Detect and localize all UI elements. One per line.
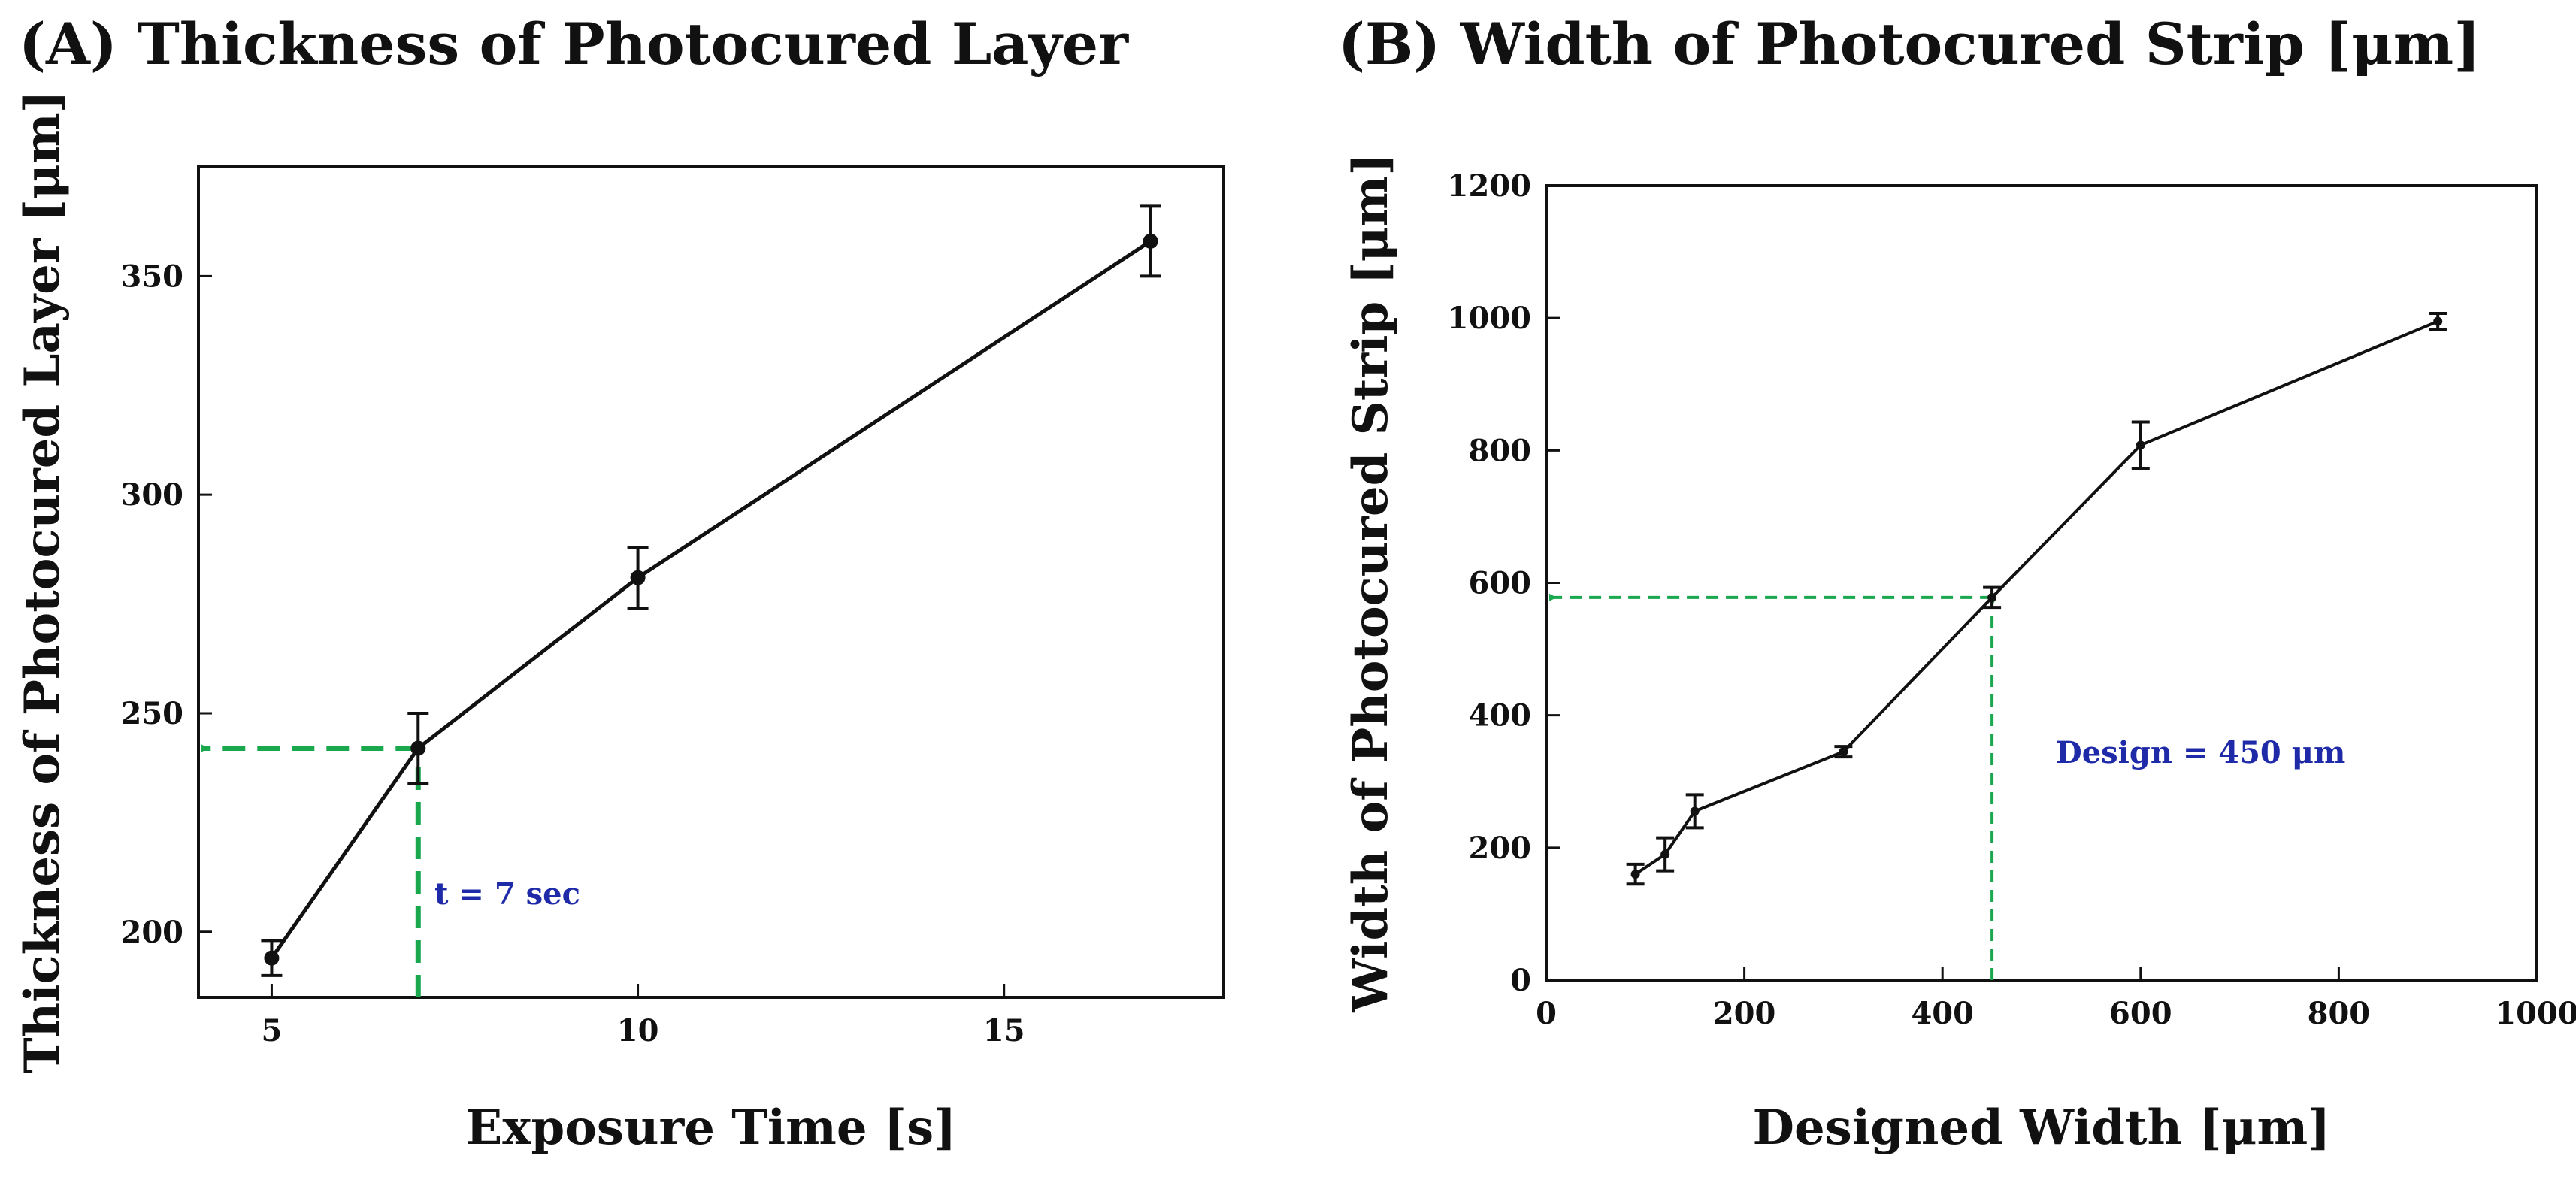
chart-a-data-point bbox=[1143, 233, 1158, 249]
chart-b-data-point bbox=[1660, 849, 1670, 859]
chart-b-data-point bbox=[2433, 316, 2443, 326]
chart-a-plot-frame bbox=[197, 165, 1225, 999]
chart-a-ticks: 5 10 15 200 250 300 350 bbox=[121, 259, 1025, 1048]
chart-a-series bbox=[261, 204, 1161, 977]
chart-b-ytick-label: 1200 bbox=[1448, 168, 1531, 204]
chart-b-ytick-label: 800 bbox=[1469, 433, 1532, 468]
chart-b-ytick-label: 400 bbox=[1469, 698, 1532, 734]
chart-b-xtick-label: 600 bbox=[2109, 996, 2172, 1031]
chart-b-ytick-label: 200 bbox=[1469, 831, 1532, 866]
chart-a-ytick-label: 200 bbox=[121, 915, 184, 950]
chart-a-xtick-label: 10 bbox=[617, 1013, 659, 1048]
chart-b-xlabel: Designed Width [μm] bbox=[1753, 1100, 2331, 1156]
chart-a-data-point bbox=[630, 570, 646, 585]
chart-b-title: (B) Width of Photocured Strip [μm] bbox=[1338, 11, 2481, 77]
chart-a-ylabel: Thickness of Photocured Layer [μm] bbox=[14, 90, 71, 1073]
chart-a-series-line bbox=[270, 239, 1152, 960]
chart-a-data-point bbox=[410, 740, 426, 756]
chart-b-xtick-label: 400 bbox=[1911, 996, 1974, 1031]
chart-a-annotation: t = 7 sec bbox=[434, 876, 580, 912]
chart-b-data-point bbox=[1987, 592, 1997, 602]
chart-b-data-point bbox=[2136, 440, 2145, 450]
chart-a-xtick-label: 15 bbox=[983, 1013, 1025, 1048]
chart-b-series bbox=[1626, 312, 2447, 886]
chart-a-guide bbox=[201, 744, 422, 997]
chart-b-ytick-label: 600 bbox=[1469, 566, 1532, 601]
chart-b-xtick-label: 0 bbox=[1536, 996, 1557, 1031]
chart-b-data-point bbox=[1630, 870, 1640, 879]
chart-b-guide bbox=[1549, 593, 1996, 980]
chart-a-ytick-label: 350 bbox=[121, 259, 184, 294]
chart-a-ytick-label: 250 bbox=[121, 696, 184, 731]
chart-panel-a: (A) Thickness of Photocured Layer 5 10 15 2… bbox=[14, 11, 1225, 1156]
chart-panel-b: (B) Width of Photocured Strip [μm] 0 200 4… bbox=[1338, 11, 2576, 1156]
chart-b-ytick-label: 1000 bbox=[1448, 301, 1531, 336]
chart-b-ylabel: Width of Photocured Strip [μm] bbox=[1342, 153, 1399, 1012]
chart-b-data-point bbox=[1690, 806, 1700, 816]
chart-a-xtick-label: 5 bbox=[262, 1013, 283, 1048]
chart-b-xtick-label: 800 bbox=[2308, 996, 2371, 1031]
chart-a-xlabel: Exposure Time [s] bbox=[466, 1100, 957, 1156]
chart-b-plot-frame bbox=[1545, 184, 2538, 982]
chart-a-ytick-label: 300 bbox=[121, 477, 184, 513]
chart-b-ticks: 0 200 400 600 800 1000 0 200 400 600 800 1000 1200 bbox=[1448, 168, 2576, 1031]
chart-b-ytick-label: 0 bbox=[1510, 963, 1531, 998]
chart-a-data-point bbox=[264, 950, 280, 966]
chart-b-xtick-label: 1000 bbox=[2495, 996, 2576, 1031]
chart-b-annotation: Design = 450 μm bbox=[2056, 735, 2345, 770]
chart-a-title: (A) Thickness of Photocured Layer bbox=[19, 11, 1129, 77]
chart-b-data-point bbox=[1839, 747, 1848, 757]
chart-b-xtick-label: 200 bbox=[1713, 996, 1776, 1031]
